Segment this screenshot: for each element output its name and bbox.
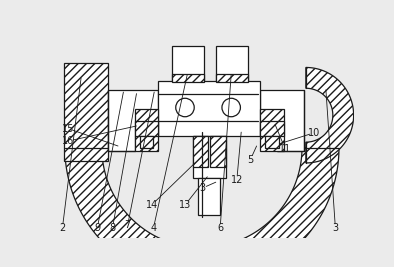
Polygon shape [306, 68, 353, 163]
Bar [216, 46, 248, 83]
Text: 2: 2 [59, 223, 65, 233]
Bar [260, 109, 284, 151]
Text: 10: 10 [308, 128, 320, 138]
Text: 3: 3 [199, 183, 205, 193]
Text: 16: 16 [62, 136, 74, 146]
Text: 8: 8 [110, 223, 115, 233]
Circle shape [222, 98, 240, 117]
Text: 11: 11 [279, 144, 292, 154]
Bar [216, 74, 248, 82]
Text: 3: 3 [333, 223, 338, 233]
Bar [64, 63, 108, 161]
Polygon shape [108, 90, 158, 151]
Polygon shape [260, 90, 304, 151]
Text: 12: 12 [230, 175, 243, 185]
Bar [158, 81, 260, 136]
Bar [265, 136, 279, 148]
Polygon shape [65, 148, 339, 267]
Text: 9: 9 [94, 223, 100, 233]
Text: 7: 7 [125, 220, 131, 230]
Bar [210, 136, 226, 167]
Text: 14: 14 [146, 200, 158, 210]
Bar [139, 136, 153, 148]
Bar [135, 121, 158, 136]
Bar [193, 136, 226, 178]
Bar [193, 136, 208, 167]
Text: 6: 6 [217, 223, 223, 233]
Bar [260, 121, 284, 136]
Circle shape [176, 98, 194, 117]
Bar [198, 178, 220, 215]
Bar [172, 74, 204, 82]
Bar [135, 109, 158, 151]
Text: 13: 13 [179, 200, 191, 210]
Text: 15: 15 [62, 124, 74, 134]
Text: 5: 5 [247, 155, 254, 164]
Bar [172, 46, 204, 83]
Text: 4: 4 [151, 223, 156, 233]
